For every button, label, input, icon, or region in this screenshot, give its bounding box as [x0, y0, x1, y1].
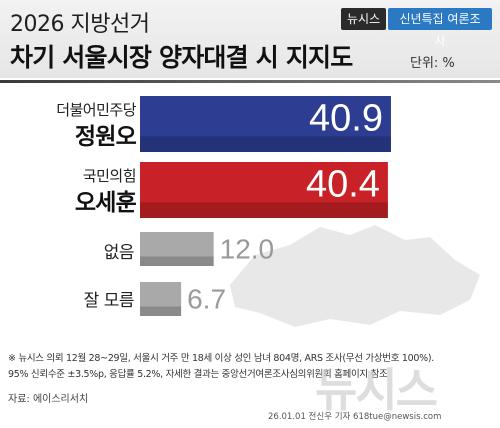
category-label-none: 없음 [103, 243, 135, 263]
brand-badge: 뉴시스 [341, 8, 387, 30]
bar-value-label-3: 6.7 [187, 284, 226, 315]
source-label: 자료: 에이스리서치 [8, 394, 89, 405]
series-badge: 신년특집 여론조사 [388, 8, 492, 48]
header-divider [0, 80, 500, 83]
party-label-democratic: 더불어민주당 [56, 101, 136, 119]
footnote-line-2: 95% 신뢰수준 ±3.5%p, 응답률 5.2%, 자세한 결과는 중앙선거여… [8, 369, 388, 380]
candidate-label-jung-won-o: 정원오 [74, 124, 137, 150]
chart-supertitle: 2026 지방선거 [10, 12, 150, 37]
party-label-people-power: 국민의힘 [82, 167, 137, 185]
category-label-dont-know: 잘 모름 [83, 291, 135, 311]
bar-shadow-1 [140, 202, 388, 218]
credit-line: 26.01.01 전신우 기자 618tue@newsis.com [268, 412, 442, 422]
unit-label: 단위: % [410, 56, 455, 71]
bar-shadow-2 [140, 256, 214, 266]
candidate-label-oh-se-hoon: 오세훈 [74, 190, 137, 216]
bar-2 [140, 232, 214, 266]
seoul-map-silhouette [230, 225, 480, 327]
bar-0 [140, 96, 391, 152]
bar-shadow-0 [140, 136, 391, 152]
bar-value-label-1: 40.4 [306, 164, 380, 206]
watermark-logo: 뉴시스 [315, 363, 438, 417]
bar-value-label-2: 12.0 [220, 234, 274, 265]
chart-title: 차기 서울시장 양자대결 시 지지도 [10, 43, 353, 72]
bar-1 [140, 162, 388, 218]
footnote-line-1: ※ 뉴시스 의뢰 12월 28~29일, 서울시 거주 만 18세 이상 성인 … [8, 353, 434, 364]
bar-3 [140, 282, 182, 316]
bar-value-label-0: 40.9 [309, 98, 383, 140]
bar-shadow-3 [140, 306, 182, 316]
